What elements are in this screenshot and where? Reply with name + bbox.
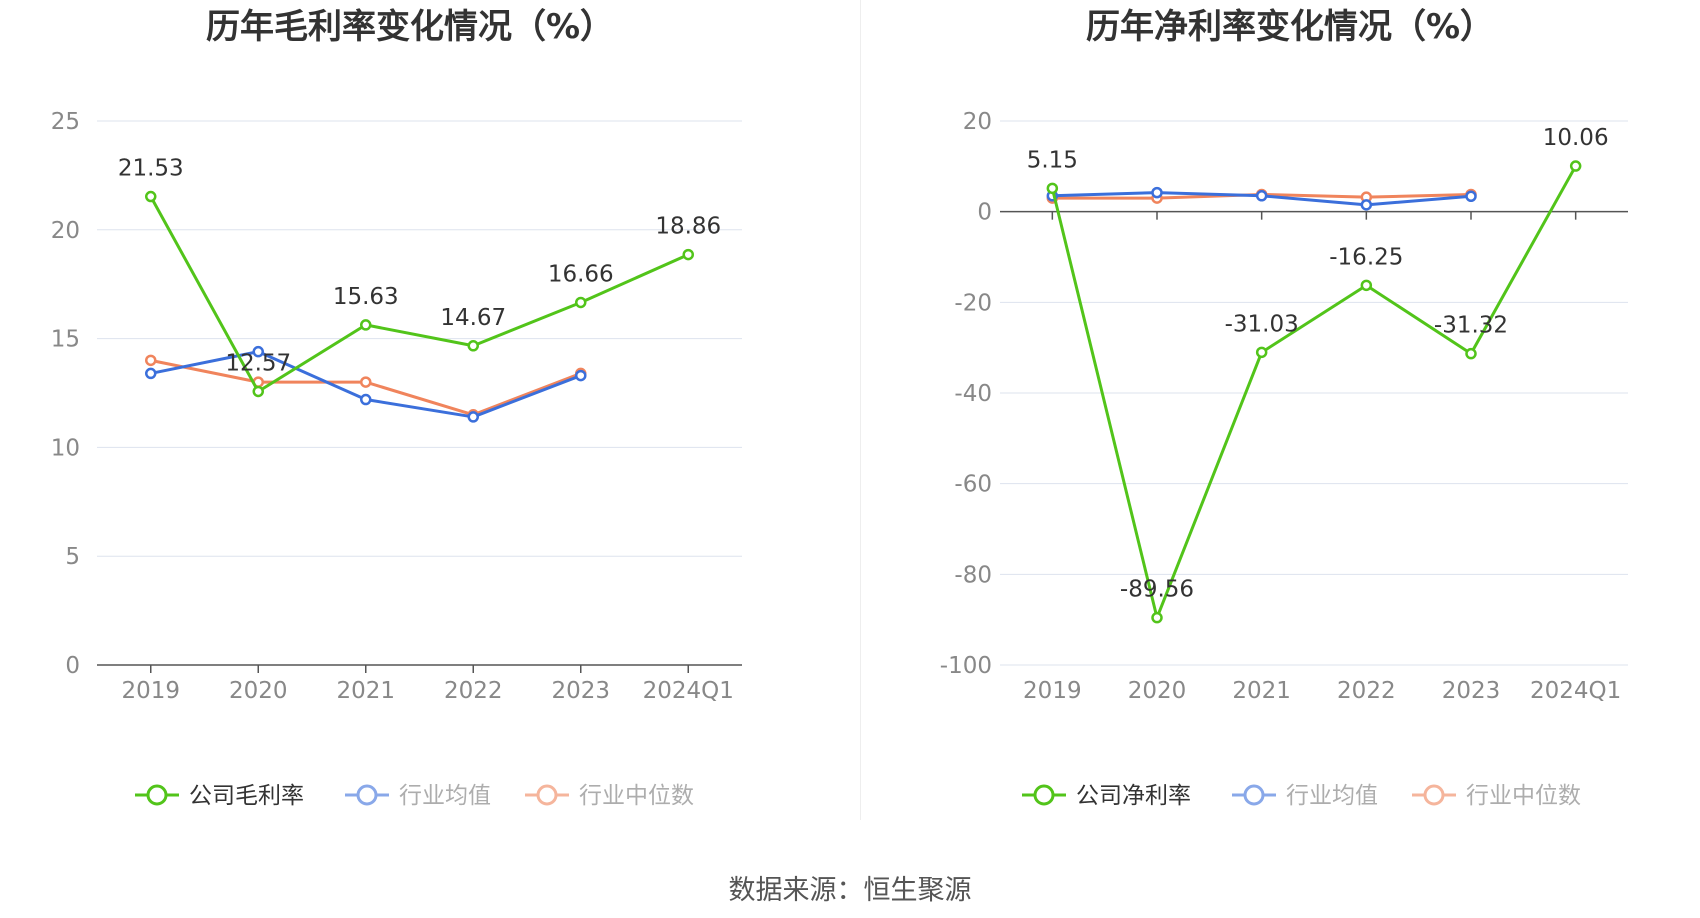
y-tick-label: 20 [51, 218, 80, 244]
data-point-company[interactable] [1465, 347, 1477, 360]
y-tick-label: 0 [977, 200, 992, 226]
gross-margin-chart-panel: 历年毛利率变化情况（%） 0 5 10 15 20 25 2019 2020 2021 2022 20… [0, 0, 850, 820]
series-line-company [149, 195, 689, 393]
y-tick-label: -40 [954, 381, 992, 407]
legend-label: 行业均值 [399, 783, 491, 809]
data-label: 16.66 [548, 261, 614, 287]
legend-label: 行业均值 [1286, 783, 1378, 809]
data-source-note: 数据来源：恒生聚源 [728, 875, 972, 906]
data-point-company[interactable] [145, 190, 157, 203]
y-tick-label: 25 [51, 109, 80, 135]
data-point-avg[interactable] [467, 411, 479, 423]
legend-marker-icon [1033, 784, 1055, 806]
legend-marker-icon [536, 784, 558, 806]
legend-item-company[interactable]: 公司净利率 [1022, 783, 1191, 809]
data-point-avg[interactable] [360, 393, 372, 406]
data-point-avg[interactable] [575, 369, 587, 382]
data-label: -16.25 [1329, 244, 1403, 270]
y-tick-label: -60 [954, 472, 992, 498]
data-point-avg[interactable] [1255, 190, 1268, 202]
data-label: -31.03 [1225, 311, 1299, 337]
data-point-company[interactable] [1151, 611, 1163, 624]
data-point-avg[interactable] [252, 345, 264, 358]
chart-title: 历年净利率变化情况（%） [1086, 7, 1494, 47]
y-tick-label: -100 [940, 653, 992, 679]
legend-marker-icon [146, 784, 168, 806]
data-label: 5.15 [1027, 147, 1078, 173]
y-tick-label: 20 [963, 109, 992, 135]
legend-item-median[interactable]: 行业中位数 [525, 783, 694, 809]
data-label: 14.67 [440, 305, 506, 331]
data-label: 10.06 [1543, 125, 1609, 151]
y-tick-label: -20 [954, 290, 992, 316]
legend-label: 公司净利率 [1076, 783, 1191, 809]
y-tick-label: -80 [954, 562, 992, 588]
data-label: 21.53 [118, 156, 184, 182]
net-margin-chart-panel: 历年净利率变化情况（%） -100 -80 -60 -40 -20 0 20 2019 2020 2… [850, 0, 1700, 820]
x-tick-label: 2024Q1 [1530, 678, 1621, 704]
legend-marker-icon [1243, 784, 1265, 806]
chart-title: 历年毛利率变化情况（%） [206, 7, 614, 47]
data-label: -89.56 [1120, 577, 1194, 603]
x-tick-label: 2019 [1023, 678, 1082, 704]
data-point-company[interactable] [252, 385, 264, 398]
panel-divider [860, 0, 861, 820]
data-point-avg[interactable] [1151, 186, 1163, 199]
data-point-company[interactable] [360, 319, 372, 331]
x-tick-label: 2021 [336, 678, 395, 704]
legend-label: 行业中位数 [1466, 783, 1581, 809]
y-tick-label: 10 [51, 435, 80, 461]
x-tick-label: 2020 [1128, 678, 1187, 704]
y-tick-label: 5 [65, 544, 80, 570]
data-label: 18.86 [655, 214, 721, 240]
data-point-median[interactable] [145, 354, 157, 367]
data-point-company[interactable] [1360, 279, 1373, 292]
x-tick-label: 2020 [229, 678, 288, 704]
data-point-avg[interactable] [145, 367, 157, 380]
legend-marker-icon [356, 784, 378, 806]
data-label: 12.57 [225, 350, 291, 376]
gross-margin-chart: 历年毛利率变化情况（%） 0 5 10 15 20 25 2019 2020 2021 2022 20… [51, 7, 742, 809]
data-point-avg[interactable] [1360, 199, 1373, 211]
legend-item-company[interactable]: 公司毛利率 [135, 783, 304, 809]
data-label: -31.32 [1434, 313, 1508, 339]
x-tick-label: 2023 [551, 678, 610, 704]
x-tick-label: 2023 [1442, 678, 1501, 704]
x-tick-label: 2022 [444, 678, 503, 704]
x-tick-label: 2019 [121, 678, 180, 704]
data-point-company[interactable] [1046, 182, 1059, 195]
data-point-median[interactable] [360, 376, 372, 388]
data-point-company[interactable] [682, 248, 694, 261]
data-point-company[interactable] [1255, 346, 1268, 359]
legend-label: 行业中位数 [579, 783, 694, 809]
data-point-company[interactable] [575, 296, 587, 309]
legend-marker-icon [1423, 784, 1445, 806]
net-margin-chart: 历年净利率变化情况（%） -100 -80 -60 -40 -20 0 20 2019 2020 2… [940, 7, 1628, 809]
data-label: 15.63 [333, 284, 399, 310]
x-tick-label: 2022 [1337, 678, 1396, 704]
data-point-company[interactable] [467, 340, 479, 352]
data-point-company[interactable] [1569, 160, 1582, 172]
legend-item-avg[interactable]: 行业均值 [345, 783, 491, 809]
data-point-avg[interactable] [1465, 190, 1477, 203]
x-tick-label: 2024Q1 [643, 678, 734, 704]
legend-label: 公司毛利率 [189, 783, 304, 809]
legend-item-median[interactable]: 行业中位数 [1412, 783, 1581, 809]
series-line-company [1050, 165, 1577, 620]
y-tick-label: 0 [65, 653, 80, 679]
y-tick-label: 15 [51, 327, 80, 353]
legend-item-avg[interactable]: 行业均值 [1232, 783, 1378, 809]
x-tick-label: 2021 [1232, 678, 1291, 704]
